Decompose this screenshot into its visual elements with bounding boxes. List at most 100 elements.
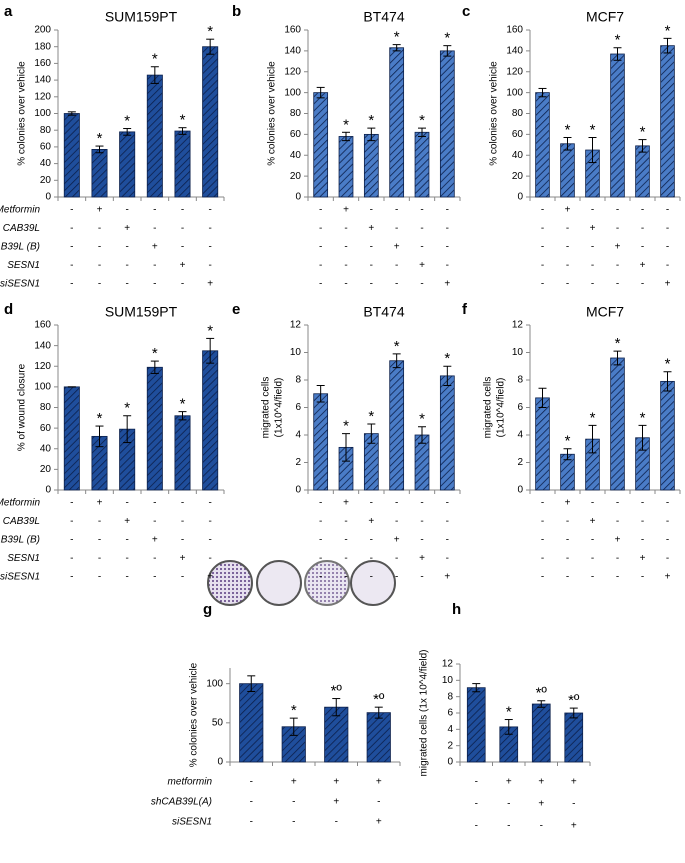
condition-sign: -	[208, 205, 211, 216]
condition-sign: +	[368, 516, 374, 527]
significance-mark: *	[640, 124, 646, 141]
significance-mark: *	[419, 112, 425, 129]
condition-sign: -	[446, 535, 449, 546]
y-tick-label: 60	[40, 423, 52, 434]
condition-sign: -	[377, 797, 380, 808]
significance-mark: *	[97, 410, 103, 427]
bar	[63, 113, 80, 198]
y-tick-label: 2	[517, 457, 523, 468]
bar	[119, 131, 136, 198]
significance-mark: *º	[331, 683, 343, 700]
y-tick-label: 140	[284, 46, 301, 57]
y-tick-label: 140	[506, 46, 523, 57]
condition-sign: -	[344, 516, 347, 527]
condition-sign: -	[125, 553, 128, 564]
condition-sign: -	[208, 260, 211, 271]
y-tick-label: 40	[40, 443, 52, 454]
condition-sign: +	[152, 535, 158, 546]
bar	[535, 92, 550, 198]
condition-label: Metformin	[0, 205, 40, 216]
condition-sign: +	[640, 260, 646, 271]
significance-mark: *	[665, 356, 671, 373]
condition-sign: +	[207, 572, 213, 583]
bar	[366, 712, 391, 763]
y-tick-label: 2	[295, 457, 301, 468]
condition-sign: -	[344, 572, 347, 583]
bar	[239, 683, 264, 763]
condition-sign: -	[250, 817, 253, 828]
condition-sign: -	[541, 205, 544, 216]
condition-sign: -	[666, 242, 669, 253]
chart-title: BT474	[363, 9, 404, 25]
error-bar	[472, 683, 481, 693]
condition-sign: -	[181, 242, 184, 253]
y-tick-label: 160	[34, 320, 51, 331]
error-bar	[150, 360, 159, 374]
condition-sign: -	[591, 535, 594, 546]
significance-mark: *º	[373, 691, 385, 708]
significance-mark: *	[124, 400, 130, 417]
condition-sign: +	[376, 777, 382, 788]
condition-sign: -	[98, 242, 101, 253]
error-bar	[95, 425, 104, 448]
condition-sign: -	[395, 223, 398, 234]
error-bar	[588, 137, 597, 164]
condition-sign: +	[124, 223, 130, 234]
error-bar	[392, 44, 401, 52]
condition-sign: +	[640, 553, 646, 564]
condition-sign: -	[344, 535, 347, 546]
condition-sign: -	[181, 516, 184, 527]
condition-sign: -	[475, 821, 478, 832]
condition-sign: -	[70, 498, 73, 509]
error-bar	[638, 424, 647, 451]
condition-sign: +	[615, 535, 621, 546]
bar	[338, 136, 354, 198]
error-bar	[537, 700, 546, 708]
condition-sign: -	[616, 516, 619, 527]
condition-sign: -	[250, 777, 253, 788]
condition-sign: -	[344, 553, 347, 564]
y-tick-label: 20	[290, 171, 302, 182]
y-axis-label: (1x10^4/field)	[274, 378, 285, 438]
condition-sign: -	[70, 535, 73, 546]
error-bar	[67, 111, 76, 116]
bar	[202, 350, 219, 491]
condition-sign: -	[125, 279, 128, 290]
panel-letter: e	[232, 301, 240, 318]
error-bar	[367, 127, 376, 142]
y-axis-label: % colonies over vehicle	[267, 61, 278, 166]
bar	[313, 393, 329, 491]
error-bar	[206, 337, 215, 364]
condition-sign: -	[250, 797, 253, 808]
condition-sign: -	[420, 535, 423, 546]
condition-sign: +	[538, 777, 544, 788]
significance-mark: *	[394, 29, 400, 46]
error-bar	[638, 139, 647, 153]
y-tick-label: 200	[34, 25, 51, 36]
error-bar	[538, 87, 547, 98]
condition-sign: -	[591, 572, 594, 583]
condition-sign: -	[153, 260, 156, 271]
condition-sign: -	[446, 516, 449, 527]
condition-sign: -	[370, 242, 373, 253]
significance-mark: *	[343, 116, 349, 133]
condition-sign: -	[420, 516, 423, 527]
significance-mark: *	[207, 23, 213, 40]
condition-sign: -	[370, 260, 373, 271]
condition-sign: -	[420, 572, 423, 583]
condition-sign: -	[208, 498, 211, 509]
condition-sign: -	[181, 498, 184, 509]
bar	[389, 47, 405, 198]
plate	[256, 560, 302, 606]
significance-mark: *	[394, 338, 400, 355]
condition-sign: -	[641, 535, 644, 546]
condition-sign: +	[97, 205, 103, 216]
condition-sign: -	[641, 205, 644, 216]
condition-sign: -	[541, 516, 544, 527]
condition-sign: -	[125, 535, 128, 546]
condition-sign: -	[208, 516, 211, 527]
error-bar	[374, 706, 383, 719]
chart-title: SUM159PT	[105, 9, 178, 25]
condition-sign: -	[641, 242, 644, 253]
panel-letter: a	[4, 3, 13, 20]
